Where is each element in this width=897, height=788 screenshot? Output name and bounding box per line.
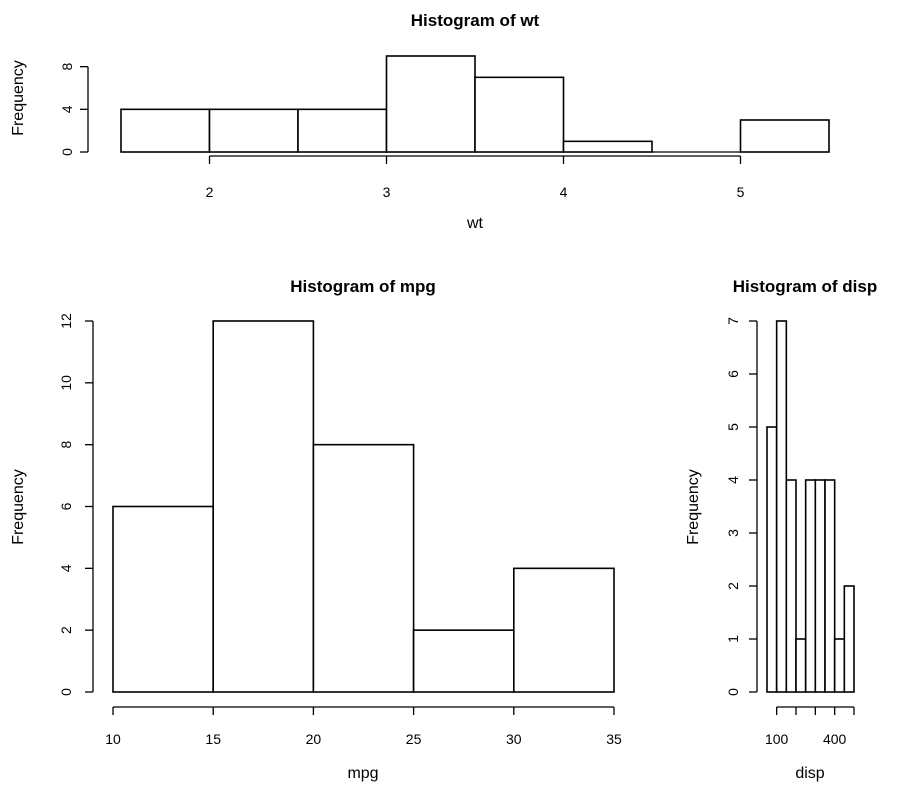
wt-x-tick-label: 2	[206, 184, 214, 200]
disp-bar	[785, 479, 797, 693]
wt-bar	[562, 140, 653, 153]
mpg-bar	[112, 505, 214, 693]
wt-bar	[385, 55, 476, 153]
disp-histogram-ylabel: Frequency	[685, 469, 702, 545]
disp-bar	[775, 320, 788, 693]
mpg-y-tick-label: 8	[58, 441, 74, 449]
mpg-histogram-title: Histogram of mpg	[290, 277, 435, 296]
disp-y-tick-label: 7	[725, 317, 741, 325]
wt-x-tick-label: 3	[383, 184, 391, 200]
disp-y-tick-label: 4	[725, 476, 741, 484]
mpg-x-tick-label: 15	[205, 731, 221, 747]
mpg-x-tick-label: 30	[506, 731, 522, 747]
disp-y-tick-label: 1	[725, 635, 741, 643]
wt-x-tick-label: 5	[737, 184, 745, 200]
wt-histogram-ylabel: Frequency	[10, 60, 27, 136]
mpg-y-tick-label: 2	[58, 626, 74, 634]
disp-y-tick-label: 5	[725, 423, 741, 431]
disp-x-tick-label: 400	[823, 731, 847, 747]
mpg-x-tick-label: 35	[606, 731, 622, 747]
wt-bar	[474, 76, 565, 153]
disp-histogram-panel: Histogram of disp disp Frequency 100 400 0…	[685, 277, 877, 782]
wt-histogram-panel: Histogram of wt wt Frequency 2 3 4 5 0 4 8	[10, 11, 830, 232]
mpg-y-tick-label: 12	[58, 313, 74, 329]
disp-bar	[766, 426, 778, 693]
wt-x-tick-label: 4	[560, 184, 568, 200]
wt-y-tick-label: 8	[59, 63, 75, 71]
wt-bar	[120, 108, 211, 153]
mpg-histogram-xlabel: mpg	[347, 765, 378, 782]
mpg-x-tick-label: 20	[306, 731, 322, 747]
wt-histogram-title: Histogram of wt	[411, 11, 540, 30]
wt-y-tick-label: 4	[59, 105, 75, 113]
mpg-bar	[212, 320, 315, 693]
mpg-x-tick-label: 10	[105, 731, 121, 747]
mpg-y-tick-label: 6	[58, 502, 74, 510]
disp-bar	[824, 479, 836, 693]
wt-y-tick-label: 0	[59, 148, 75, 156]
mpg-bar	[412, 629, 515, 693]
mpg-histogram-panel: Histogram of mpg mpg Frequency 10 15 20 25 3…	[10, 277, 622, 782]
mpg-bar	[312, 443, 415, 693]
disp-y-tick-label: 2	[725, 582, 741, 590]
mpg-histogram-ylabel: Frequency	[10, 469, 27, 545]
disp-bar	[795, 638, 807, 693]
wt-bar	[739, 119, 830, 153]
disp-bar	[814, 479, 826, 693]
disp-histogram-xlabel: disp	[795, 765, 824, 782]
mpg-y-tick-label: 10	[58, 375, 74, 391]
disp-histogram-title: Histogram of disp	[733, 277, 878, 296]
disp-y-tick-label: 3	[725, 529, 741, 537]
disp-y-tick-label: 0	[725, 688, 741, 696]
wt-bar	[297, 108, 388, 153]
disp-bar	[843, 585, 855, 693]
mpg-y-tick-label: 0	[58, 688, 74, 696]
disp-bar	[804, 479, 817, 693]
disp-y-tick-label: 6	[725, 370, 741, 378]
wt-histogram-xlabel: wt	[466, 215, 484, 232]
mpg-x-tick-label: 25	[406, 731, 422, 747]
mpg-y-tick-label: 4	[58, 564, 74, 572]
disp-x-tick-label: 100	[765, 731, 789, 747]
mpg-bar	[512, 567, 615, 693]
disp-bar	[833, 638, 846, 693]
wt-bar	[208, 108, 299, 153]
